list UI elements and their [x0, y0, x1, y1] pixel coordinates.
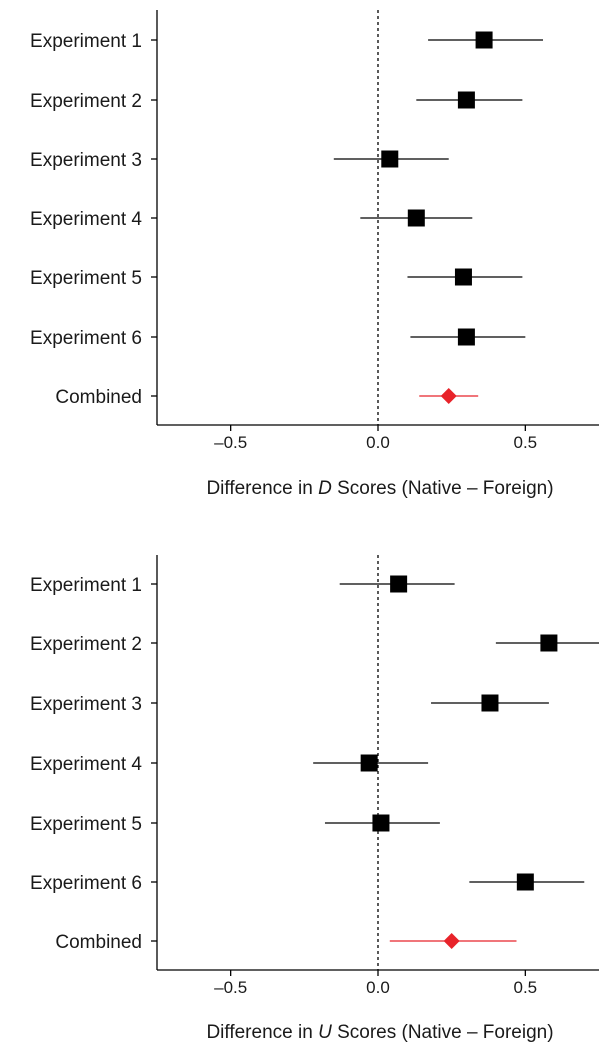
- category-label: Experiment 4: [30, 209, 142, 230]
- x-tick-label: 0.5: [514, 433, 538, 452]
- estimate-square: [454, 268, 472, 286]
- combined-estimate-diamond: [443, 933, 460, 949]
- category-label: Experiment 2: [30, 634, 142, 655]
- x-axis-label-part: Scores (Native – Foreign): [332, 478, 554, 499]
- estimate-square: [457, 328, 475, 346]
- estimate-square: [516, 873, 534, 891]
- x-axis-label: Difference in U Scores (Native – Foreign…: [206, 1022, 553, 1043]
- category-label: Experiment 4: [30, 754, 142, 775]
- category-label: Experiment 1: [30, 31, 142, 52]
- category-label: Experiment 1: [30, 575, 142, 596]
- estimate-square: [390, 575, 408, 593]
- x-tick-label: 0.5: [514, 978, 538, 997]
- category-label: Experiment 5: [30, 268, 142, 289]
- x-axis-label: Difference in D Scores (Native – Foreign…: [206, 478, 553, 499]
- x-tick-label: –0.5: [214, 433, 247, 452]
- category-label: Experiment 3: [30, 150, 142, 171]
- forest-panel-2: Experiment 1 Experiment 2 Experiment 3 Expe…: [30, 555, 599, 1043]
- category-label: Combined: [55, 932, 142, 953]
- estimate-square: [407, 209, 425, 227]
- x-tick-label: 0.0: [366, 978, 390, 997]
- category-label: Experiment 6: [30, 873, 142, 894]
- forest-panel-1: Experiment 1 Experiment 2 Experiment 3 Expe…: [30, 10, 599, 499]
- category-label: Experiment 2: [30, 91, 142, 112]
- category-label: Combined: [55, 387, 142, 408]
- x-axis-label-part: U: [318, 1022, 332, 1043]
- combined-estimate-diamond: [440, 388, 457, 404]
- category-label: Experiment 5: [30, 814, 142, 835]
- estimate-square: [372, 814, 390, 832]
- x-axis-label-part: Scores (Native – Foreign): [332, 1022, 554, 1043]
- estimate-square: [457, 91, 475, 109]
- category-label: Experiment 6: [30, 328, 142, 349]
- x-axis-label-part: Difference in: [206, 478, 318, 499]
- category-label: Experiment 3: [30, 694, 142, 715]
- x-tick-label: 0.0: [366, 433, 390, 452]
- x-axis-label-part: D: [318, 478, 332, 499]
- estimate-square: [540, 634, 558, 652]
- estimate-square: [481, 694, 499, 712]
- x-tick-label: –0.5: [214, 978, 247, 997]
- estimate-square: [360, 754, 378, 772]
- estimate-square: [475, 31, 493, 49]
- x-axis-label-part: Difference in: [206, 1022, 318, 1043]
- estimate-square: [381, 150, 399, 168]
